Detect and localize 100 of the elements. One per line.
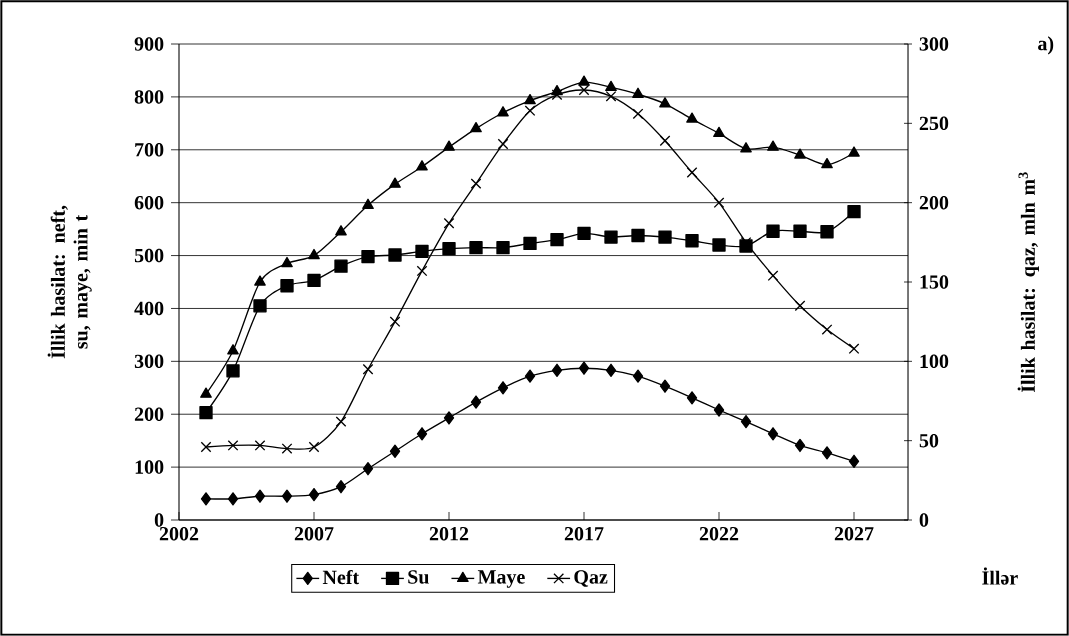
point [497, 138, 509, 150]
point [199, 405, 213, 420]
point [686, 112, 698, 123]
point [605, 90, 617, 102]
point [820, 225, 834, 239]
point [659, 379, 671, 393]
point [227, 344, 239, 355]
point [767, 270, 779, 282]
point [632, 87, 644, 98]
text: a) [1038, 36, 1054, 55]
point [524, 369, 536, 383]
point [847, 205, 861, 219]
point [713, 126, 725, 138]
point [793, 224, 807, 238]
point [443, 140, 455, 151]
point [200, 441, 212, 453]
point [794, 148, 806, 159]
y-tick-label: 0 [154, 513, 164, 527]
point [848, 343, 860, 355]
y-tick-label: 100 [135, 460, 164, 474]
point [767, 140, 779, 151]
point [443, 217, 455, 229]
point [335, 225, 347, 236]
point [631, 228, 645, 243]
point [253, 299, 267, 313]
point [659, 97, 671, 108]
point [308, 248, 320, 260]
point [712, 238, 726, 252]
point [605, 363, 617, 377]
y-tick-label: 600 [134, 195, 164, 210]
y-tick-label: 800 [134, 90, 164, 104]
point [335, 416, 347, 428]
legend-label: Maye [477, 570, 525, 588]
point [496, 240, 510, 255]
legend-label: Neft [322, 569, 360, 585]
point [578, 75, 590, 86]
point [524, 93, 536, 105]
y-tick-label: 500 [134, 248, 164, 263]
point [821, 446, 833, 460]
point [523, 236, 537, 251]
point [226, 364, 240, 378]
point [550, 233, 564, 247]
point [308, 441, 320, 453]
x-tick-label: 2017 [564, 526, 604, 541]
x-tick-label: 2027 [834, 526, 874, 541]
point [740, 142, 752, 153]
y2-tick-label: 100 [920, 354, 949, 369]
y2-tick-label: 300 [919, 37, 949, 51]
point [658, 230, 672, 244]
point [227, 492, 239, 506]
point [497, 106, 509, 117]
y-tick-label: 700 [135, 143, 164, 157]
point [470, 178, 482, 190]
point [362, 198, 374, 209]
point [848, 146, 860, 157]
point [632, 108, 644, 120]
x-axis-title: İllər [982, 567, 1018, 585]
point [794, 438, 806, 453]
point [389, 316, 401, 328]
point [605, 80, 617, 92]
point [686, 391, 698, 405]
legend-label: Su [408, 570, 429, 584]
point [334, 259, 348, 273]
point [497, 381, 509, 395]
x-tick-label: 2012 [429, 526, 469, 541]
point [335, 480, 347, 494]
point [388, 248, 402, 262]
x-tick-label: 2002 [159, 526, 199, 541]
y-tick-label: 900 [134, 37, 164, 51]
point [469, 240, 483, 255]
y-tick-label: 200 [134, 407, 164, 421]
y2-tick-label: 200 [919, 195, 949, 210]
y2-tick-label: 50 [919, 433, 939, 448]
point [389, 444, 401, 458]
point [821, 324, 833, 335]
point [470, 395, 482, 409]
point [794, 300, 806, 312]
point [632, 369, 644, 383]
point [281, 256, 293, 268]
point [361, 249, 375, 264]
point [442, 242, 456, 256]
point [686, 167, 698, 178]
point [524, 105, 536, 117]
point [416, 265, 428, 277]
point [578, 84, 590, 96]
legend-label: Qaz [574, 570, 608, 587]
point [604, 230, 618, 244]
point [767, 427, 779, 441]
point [281, 489, 293, 503]
point [280, 279, 294, 293]
y-axis-title: İllik hasilat: neft, su, maye, min t [47, 205, 92, 359]
point [416, 427, 428, 441]
point [713, 403, 725, 417]
y2-tick-label: 0 [919, 513, 929, 527]
y-tick-label: 400 [134, 301, 164, 316]
x-tick-label: 2022 [699, 526, 739, 541]
y2-tick-label: 250 [919, 116, 949, 131]
y-tick-label: 300 [134, 354, 164, 369]
point [254, 440, 266, 451]
point [281, 443, 293, 454]
